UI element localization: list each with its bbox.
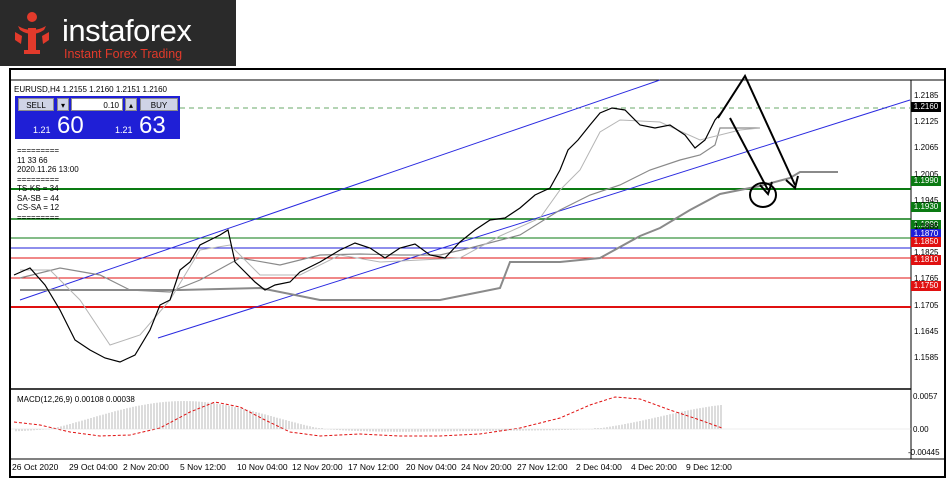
info-line: =========	[17, 174, 60, 184]
buy-price-prefix: 1.21	[115, 125, 133, 135]
brand-tagline: Instant Forex Trading	[64, 47, 183, 61]
sell-button[interactable]: SELL	[18, 98, 54, 111]
sell-price-prefix: 1.21	[33, 125, 51, 135]
price-tag: 1.1890	[911, 219, 941, 230]
price-tag: 1.2160	[911, 101, 941, 112]
macd-histogram	[15, 401, 722, 432]
date-label: 2 Dec 04:00	[576, 462, 622, 472]
info-line: =========	[17, 146, 60, 155]
date-label: 26 Oct 2020	[12, 462, 59, 472]
price-axis-label: 1.2065	[914, 143, 939, 153]
one-click-trade-panel: SELL ▾ 0.10 ▴ BUY 1.21 60 1.21 63	[15, 96, 180, 139]
forecast-arrow-head-a	[785, 175, 799, 190]
volume-down-button[interactable]: ▾	[57, 98, 69, 111]
price-axis-label: 1.2005	[914, 169, 939, 179]
macd-label: MACD(12,26,9) 0.00108 0.00038	[17, 395, 135, 404]
price-axis-label: 1.2125	[914, 117, 939, 127]
date-label: 12 Nov 20:00	[292, 462, 343, 472]
volume-input[interactable]: 0.10	[71, 98, 123, 111]
info-line: 11 33 66	[17, 155, 48, 165]
price-axis-label: 1.1945	[914, 195, 939, 205]
buy-price[interactable]: 63	[139, 112, 166, 139]
target-circle	[749, 182, 777, 208]
channel-lower	[157, 99, 911, 339]
macd-axis-zero: 0.00	[913, 425, 929, 434]
price-tag: 1.1990	[911, 176, 941, 187]
price-tag: 1.1870	[911, 228, 941, 239]
base-line	[20, 119, 761, 346]
forecast-arrow-down	[729, 117, 769, 191]
info-line: =========	[17, 212, 60, 222]
date-label: 27 Nov 12:00	[517, 462, 568, 472]
info-line: SA-SB = 44	[17, 193, 60, 203]
price-axis-label: 1.1765	[914, 274, 939, 284]
price-axis-label: 1.1645	[914, 326, 939, 336]
price-axis-label: 1.2185	[914, 91, 939, 100]
brand-banner: instaforex Instant Forex Trading	[0, 0, 236, 66]
macd-axis-top: 0.0057	[913, 392, 938, 401]
date-label: 5 Nov 12:00	[180, 462, 226, 472]
info-line: 2020.11.26 13:00	[17, 165, 79, 174]
forecast-arrow-up	[717, 73, 796, 186]
date-label: 29 Oct 04:00	[69, 462, 118, 472]
symbol-header: EURUSD,H4 1.2155 1.2160 1.2151 1.2160	[14, 85, 167, 94]
price-tag: 1.1750	[911, 280, 941, 291]
price-line	[13, 107, 726, 363]
info-line: TS-KS = 34	[17, 184, 59, 193]
price-axis-label: 1.1825	[914, 248, 939, 258]
brand-name: instaforex	[62, 13, 192, 48]
cloud-line-b	[19, 127, 760, 293]
sell-price[interactable]: 60	[57, 112, 84, 139]
price-tag: 1.1850	[911, 237, 941, 248]
cloud-line-a	[20, 171, 838, 301]
date-label: 9 Dec 12:00	[686, 462, 732, 472]
date-label: 17 Nov 12:00	[348, 462, 399, 472]
instaforex-logo-icon	[15, 12, 49, 54]
buy-button[interactable]: BUY	[140, 98, 178, 111]
channel-upper	[19, 79, 661, 301]
price-axis-label: 1.1705	[914, 300, 939, 310]
date-label: 4 Dec 20:00	[631, 462, 677, 472]
date-label: 2 Nov 20:00	[123, 462, 169, 472]
date-label: 10 Nov 04:00	[237, 462, 288, 472]
price-axis-label: 1.1585	[914, 353, 939, 362]
date-label: 20 Nov 04:00	[406, 462, 457, 472]
date-label: 24 Nov 20:00	[461, 462, 512, 472]
volume-up-button[interactable]: ▴	[125, 98, 137, 111]
price-tag: 1.1930	[911, 202, 941, 213]
price-tag: 1.1810	[911, 254, 941, 265]
info-line: CS-SA = 12	[17, 203, 60, 212]
macd-signal-line	[13, 396, 723, 437]
macd-axis-bottom: -0.00445	[908, 448, 940, 457]
price-axis-label: 1.1885	[914, 222, 939, 231]
